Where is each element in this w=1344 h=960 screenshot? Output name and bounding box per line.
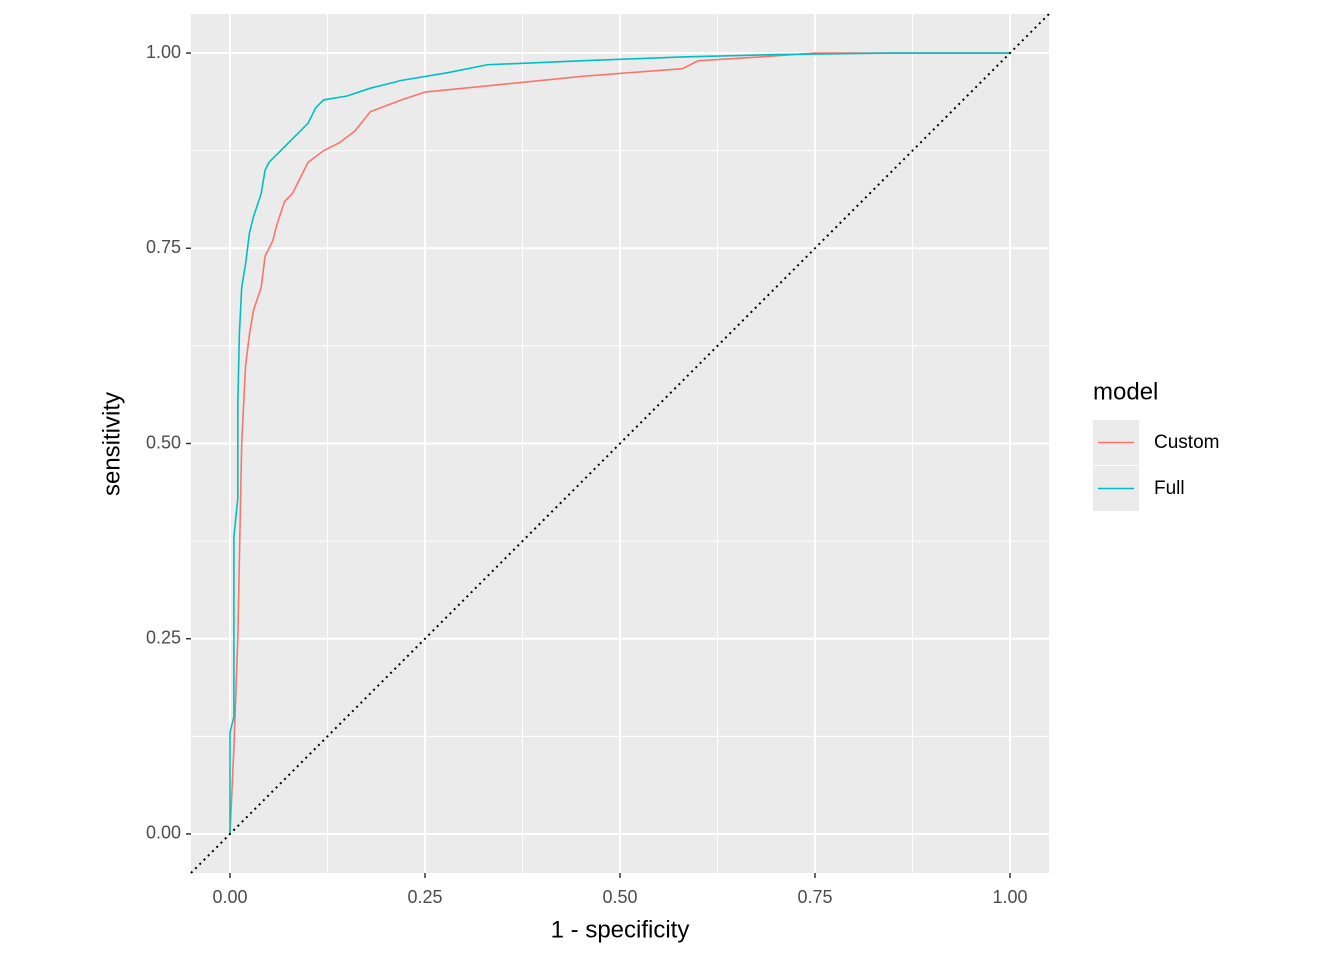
x-tick-label: 0.25 (407, 887, 442, 907)
y-tick-label: 0.00 (146, 823, 181, 843)
x-tick-label: 0.75 (797, 887, 832, 907)
y-tick-label: 0.75 (146, 237, 181, 257)
legend: model Custom Full (1093, 378, 1219, 511)
y-tick-label: 0.50 (146, 432, 181, 452)
y-tick-label: 1.00 (146, 42, 181, 62)
grid (191, 14, 1049, 873)
y-tick-label: 0.25 (146, 627, 181, 647)
x-axis-title: 1 - specificity (551, 916, 690, 943)
y-axis-title: sensitivity (98, 392, 125, 496)
x-tick-label: 0.50 (602, 887, 637, 907)
legend-label: Full (1154, 478, 1185, 499)
roc-line (229, 52, 1010, 834)
legend-label: Custom (1154, 432, 1219, 453)
reference-diagonal (190, 13, 1050, 874)
x-tick-label: 0.00 (212, 887, 247, 907)
x-tick-label: 1.00 (992, 887, 1027, 907)
legend-title: model (1093, 378, 1158, 405)
roc-line (229, 52, 1010, 834)
plot-area (190, 13, 1050, 874)
